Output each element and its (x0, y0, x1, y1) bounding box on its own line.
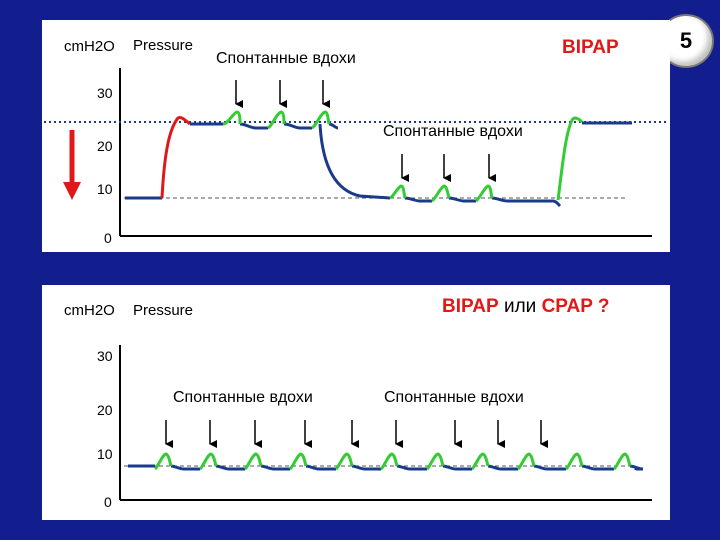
bottom-tick-label: 30 (97, 348, 113, 364)
top-chart-panel (42, 20, 670, 252)
bottom-title-bipap: BIPAP (442, 296, 499, 317)
bottom-spontaneous-breath (564, 452, 584, 471)
top-spontaneous-breath (267, 110, 286, 130)
top-tick-label: 10 (97, 181, 113, 197)
top-spontaneous-breath (222, 110, 242, 126)
bottom-spontaneous-breath (243, 452, 263, 471)
pressure-drop-arrow-head (63, 182, 81, 200)
bottom-spontaneous-breath (470, 452, 490, 471)
top-trace-red-rise (160, 116, 191, 199)
top-trace-decay (318, 123, 391, 200)
top-trace-green-rise (556, 116, 584, 201)
top-spontaneous-breath (430, 184, 451, 203)
bottom-chart-note-right: Спонтанные вдохи (384, 389, 524, 406)
bottom-title-or: или (503, 296, 537, 317)
top-trace-high-plateau (190, 122, 339, 130)
top-chart-title-left: Pressure (133, 37, 194, 54)
bottom-breath-arrows (165, 420, 548, 448)
top-trace-low-plateau (404, 196, 562, 208)
bottom-spontaneous-breath (379, 452, 399, 471)
bottom-chart-unit: cmH2O (64, 302, 115, 319)
bottom-tick-label: 10 (97, 446, 113, 462)
top-tick-label: 0 (104, 230, 112, 246)
bottom-trace-baseline (128, 464, 644, 471)
bottom-spontaneous-breath (612, 452, 632, 471)
bottom-spontaneous-breaths (153, 452, 632, 471)
top-chart-title-right: BIPAP (562, 37, 619, 58)
bottom-spontaneous-breath (288, 452, 308, 471)
bottom-title-cpap: CPAP ? (541, 296, 610, 317)
top-spontaneous-breath (474, 184, 494, 203)
bottom-spontaneous-breath (334, 452, 354, 471)
bottom-spontaneous-breath (516, 452, 536, 471)
top-chart-unit: cmH2O (64, 38, 115, 55)
top-spontaneous-breath (311, 110, 331, 130)
top-tick-label: 30 (97, 85, 113, 101)
bottom-chart-note-left: Спонтанные вдохи (173, 389, 313, 406)
bottom-chart-title: BIPAP или CPAP ? (442, 296, 609, 318)
bottom-chart-title-left: Pressure (133, 302, 194, 319)
bottom-spontaneous-breath (425, 452, 445, 471)
bottom-spontaneous-breath (153, 452, 173, 471)
top-tick-label: 20 (97, 138, 113, 154)
top-chart-note-top: Спонтанные вдохи (216, 50, 356, 67)
top-chart-note-middle: Спонтанные вдохи (383, 123, 523, 140)
bottom-spontaneous-breath (198, 452, 218, 471)
bottom-tick-label: 0 (104, 494, 112, 510)
bottom-tick-label: 20 (97, 402, 113, 418)
bottom-chart-panel (42, 285, 670, 520)
top-spontaneous-breath (389, 184, 407, 200)
